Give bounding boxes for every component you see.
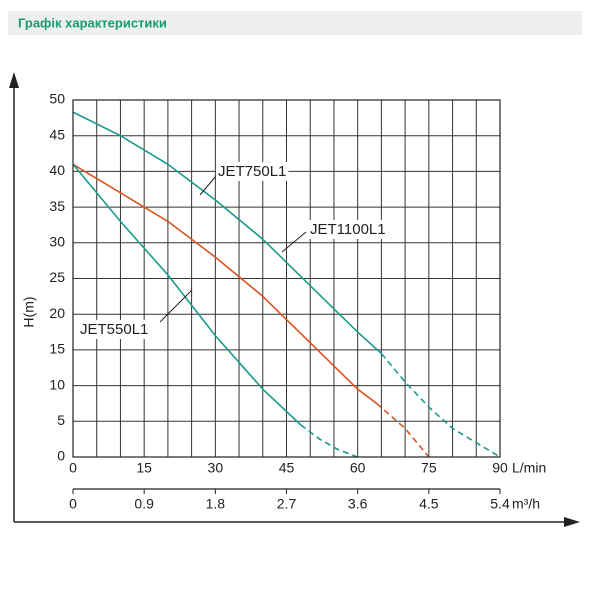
y-arrow-head — [9, 72, 19, 88]
series-label: JET750L1 — [218, 163, 286, 180]
x-axis-label: L/min — [512, 460, 546, 476]
series-line — [72, 163, 302, 426]
x2-tick-label: 1.8 — [206, 496, 226, 512]
series-label: JET550L1 — [80, 321, 148, 338]
x-tick-label: 30 — [208, 460, 224, 476]
x-arrow-head — [564, 517, 580, 527]
label-bg — [308, 219, 388, 239]
series-line-dashed — [376, 402, 430, 458]
y-tick-label: 30 — [49, 234, 65, 250]
series-label: JET1100L1 — [310, 221, 386, 238]
series-line-dashed — [300, 424, 358, 458]
annotation-leader — [159, 289, 193, 323]
annotation-leader — [281, 231, 307, 253]
series-line — [72, 111, 382, 355]
series-line — [72, 163, 378, 405]
series-line-dashed — [380, 352, 501, 458]
y-tick-label: 35 — [49, 198, 65, 214]
y-tick-label: 25 — [49, 269, 65, 285]
header-title: Графік характеристики — [18, 15, 167, 30]
label-bg — [78, 319, 151, 339]
plot-frame — [72, 99, 501, 458]
x-tick-label: 45 — [279, 460, 295, 476]
y-tick-label: 5 — [57, 412, 65, 428]
x-tick-label: 15 — [136, 460, 152, 476]
x2-tick-label: 2.7 — [277, 496, 297, 512]
x2-tick-label: 3.6 — [348, 496, 368, 512]
x-tick-label: 90 — [492, 460, 508, 476]
y-tick-label: 15 — [49, 341, 65, 357]
y-tick-label: 0 — [57, 448, 65, 464]
x2-tick-label: 5.4 — [490, 496, 510, 512]
x-tick-label: 60 — [350, 460, 366, 476]
label-bg — [216, 161, 289, 181]
annotation-leader — [199, 175, 217, 196]
x2-tick-label: 0 — [69, 496, 77, 512]
y-tick-label: 10 — [49, 376, 65, 392]
y-tick-label: 20 — [49, 305, 65, 321]
x2-axis-label: m³/h — [512, 496, 540, 512]
y-tick-label: 40 — [49, 162, 65, 178]
x2-tick-label: 0.9 — [134, 496, 154, 512]
y-axis-label: H(m) — [21, 296, 37, 327]
x-tick-label: 0 — [69, 460, 77, 476]
y-tick-label: 45 — [49, 126, 65, 142]
x2-tick-label: 4.5 — [419, 496, 439, 512]
header-band — [8, 11, 582, 35]
y-tick-label: 50 — [49, 91, 65, 107]
x-tick-label: 75 — [421, 460, 437, 476]
